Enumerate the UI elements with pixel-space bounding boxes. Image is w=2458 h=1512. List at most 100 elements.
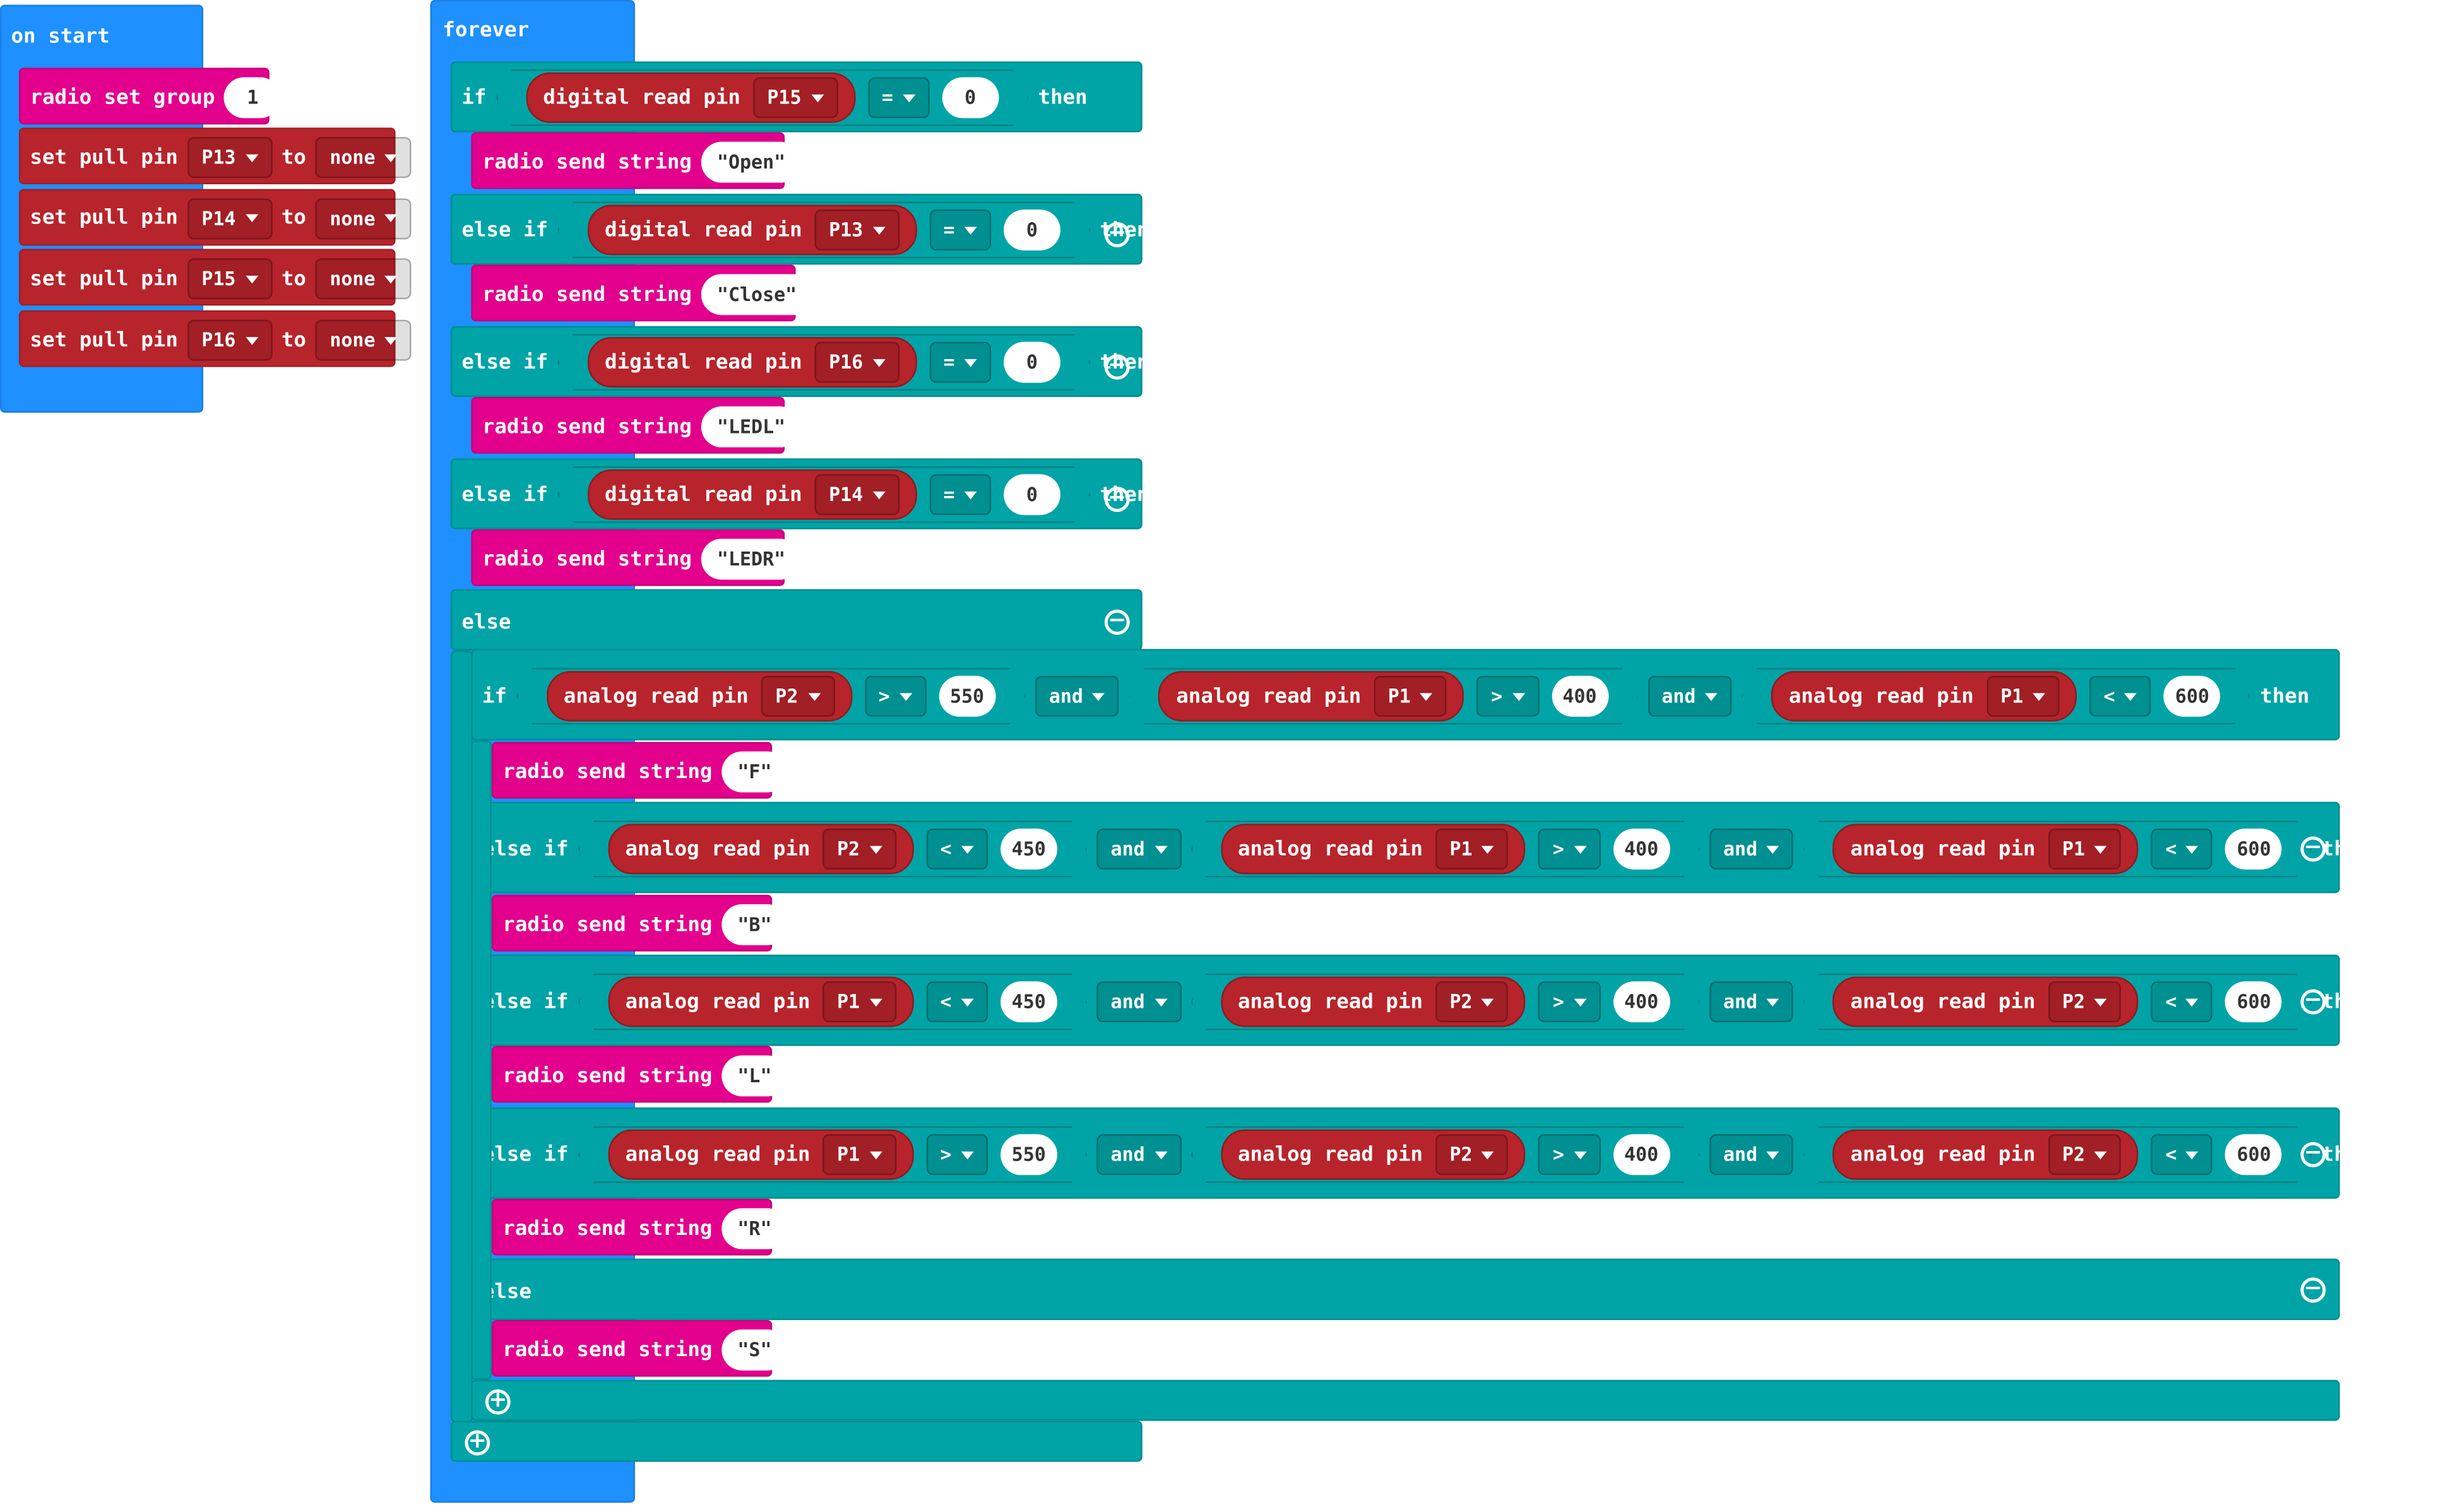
string-input[interactable]: "F" [721, 751, 788, 793]
pin-dropdown[interactable]: P2 [2048, 1134, 2121, 1175]
pin-dropdown[interactable]: P16 [815, 342, 899, 383]
read-pin-reporter[interactable]: analog read pin P1 [1771, 671, 2077, 721]
comparison-block[interactable]: analog read pin P2 <600 [1803, 1126, 2313, 1183]
else-if-header[interactable]: else if digital read pin P13 = 0 then − [450, 194, 1149, 265]
string-input[interactable]: "LEDR" [701, 538, 802, 580]
pin-dropdown[interactable]: P1 [823, 981, 896, 1022]
read-pin-reporter[interactable]: digital read pin P14 [588, 470, 917, 520]
comparison-block[interactable]: analog read pin P1 <600 [1803, 821, 2313, 878]
comparison-block[interactable]: digital read pin P15 = 0 [496, 69, 1028, 126]
comparison-block[interactable]: analog read pin P1 <600 [1742, 668, 2251, 724]
number-input[interactable]: 600 [2226, 1134, 2283, 1175]
inner-else-if-header[interactable]: else if analog read pin P1 <450 and analog re… [471, 954, 2371, 1046]
string-input[interactable]: "R" [721, 1208, 788, 1249]
remove-else-icon[interactable]: − [1104, 610, 1130, 635]
read-pin-reporter[interactable]: analog read pin P1 [1833, 824, 2139, 875]
read-pin-reporter[interactable]: digital read pin P16 [588, 337, 917, 387]
operator-dropdown[interactable]: < [2089, 676, 2151, 717]
number-input[interactable]: 0 [942, 77, 999, 118]
set-pull-pin-block[interactable]: set pull pin P16 to none [18, 310, 412, 367]
radio-send-string-block[interactable]: radio send string "LEDR" [471, 529, 802, 586]
number-input[interactable]: 600 [2226, 829, 2283, 870]
pin-dropdown[interactable]: P14 [815, 474, 899, 515]
comparison-block[interactable]: digital read pin P14 = 0 [557, 466, 1090, 523]
and-dropdown[interactable]: and [1709, 981, 1794, 1023]
radio-send-string-block[interactable]: radio send string "LEDL" [471, 397, 802, 454]
inner-if-footer[interactable]: + [471, 1379, 2340, 1421]
comparison-block[interactable]: analog read pin P2 >400 [1190, 974, 1700, 1031]
remove-branch-icon[interactable]: − [1104, 221, 1130, 247]
inner-if-rail[interactable] [471, 740, 492, 1380]
remove-else-icon[interactable]: − [2300, 1277, 2326, 1303]
comparison-block[interactable]: analog read pin P2 >400 [1190, 1126, 1700, 1183]
remove-branch-icon[interactable]: − [1104, 355, 1130, 380]
comparison-block[interactable]: analog read pin P1 <450 [578, 974, 1088, 1031]
else-if-header[interactable]: else if digital read pin P14 = 0 then − [450, 458, 1149, 529]
and-dropdown[interactable]: and [1096, 1134, 1182, 1176]
remove-branch-icon[interactable]: − [2300, 1142, 2326, 1167]
operator-dropdown[interactable]: = [867, 77, 929, 118]
and-dropdown[interactable]: and [1096, 829, 1182, 870]
pull-mode-dropdown[interactable]: none [315, 319, 412, 361]
read-pin-reporter[interactable]: analog read pin P1 [1221, 824, 1526, 875]
pull-mode-dropdown[interactable]: none [315, 259, 412, 300]
set-pull-pin-block[interactable]: set pull pin P15 to none [18, 249, 412, 307]
read-pin-reporter[interactable]: analog read pin P2 [608, 824, 913, 875]
number-input[interactable]: 550 [1000, 1134, 1057, 1175]
and-dropdown[interactable]: and [1096, 981, 1182, 1023]
string-input[interactable]: "LEDL" [701, 406, 802, 447]
operator-dropdown[interactable]: > [864, 676, 926, 717]
number-input[interactable]: 0 [1004, 210, 1060, 251]
remove-branch-icon[interactable]: − [2300, 836, 2326, 862]
number-input[interactable]: 0 [1004, 342, 1060, 383]
and-dropdown[interactable]: and [1709, 829, 1794, 870]
read-pin-reporter[interactable]: analog read pin P2 [1221, 977, 1526, 1027]
pin-dropdown[interactable]: P1 [1435, 829, 1509, 870]
pull-mode-dropdown[interactable]: none [315, 137, 412, 179]
pin-dropdown[interactable]: P2 [1435, 981, 1509, 1022]
operator-dropdown[interactable]: = [929, 474, 991, 515]
read-pin-reporter[interactable]: digital read pin P15 [526, 73, 855, 123]
radio-send-string-block[interactable]: radio send string "Close" [471, 264, 813, 322]
comparison-block[interactable]: analog read pin P1 >400 [1129, 668, 1638, 724]
if-rail[interactable] [450, 650, 473, 1423]
read-pin-reporter[interactable]: analog read pin P1 [608, 977, 913, 1027]
operator-dropdown[interactable]: > [1538, 1134, 1600, 1175]
number-input[interactable]: 600 [2164, 676, 2221, 717]
comparison-block[interactable]: analog read pin P1 >550 [578, 1126, 1088, 1183]
radio-set-group-block[interactable]: radio set group 1 [18, 68, 282, 125]
comparison-block[interactable]: digital read pin P16 = 0 [557, 334, 1090, 391]
operator-dropdown[interactable]: = [929, 342, 991, 383]
read-pin-reporter[interactable]: digital read pin P13 [588, 205, 917, 256]
number-input[interactable]: 400 [1613, 1134, 1670, 1175]
operator-dropdown[interactable]: = [929, 210, 991, 251]
remove-branch-icon[interactable]: − [2300, 989, 2326, 1015]
string-input[interactable]: "L" [721, 1055, 788, 1097]
radio-send-string-block[interactable]: radio send string "B" [491, 894, 788, 952]
add-branch-icon[interactable]: + [485, 1389, 511, 1415]
number-input[interactable]: 600 [2226, 981, 2283, 1022]
pin-dropdown[interactable]: P1 [823, 1134, 896, 1175]
pin-dropdown[interactable]: P2 [761, 676, 834, 717]
string-input[interactable]: "B" [721, 904, 788, 945]
comparison-block[interactable]: analog read pin P1 >400 [1190, 821, 1700, 878]
add-branch-icon[interactable]: + [465, 1430, 490, 1456]
operator-dropdown[interactable]: < [2151, 981, 2213, 1022]
remove-branch-icon[interactable]: − [1104, 487, 1130, 512]
pin-dropdown[interactable]: P1 [1986, 676, 2060, 717]
comparison-block[interactable]: analog read pin P2 <600 [1803, 974, 2313, 1031]
number-input[interactable]: 450 [1000, 981, 1057, 1022]
radio-send-string-block[interactable]: radio send string "F" [491, 741, 788, 799]
number-input[interactable]: 550 [939, 676, 995, 717]
operator-dropdown[interactable]: < [2151, 829, 2213, 870]
radio-send-string-block[interactable]: radio send string "S" [491, 1320, 788, 1377]
set-pull-pin-block[interactable]: set pull pin P14 to none [18, 188, 412, 245]
number-input[interactable]: 400 [1552, 676, 1608, 717]
pin-dropdown[interactable]: P15 [753, 77, 838, 118]
number-input[interactable]: 400 [1613, 981, 1670, 1022]
inner-if-header[interactable]: if analog read pin P2 >550 and analog read pi… [471, 649, 2340, 741]
number-input[interactable]: 0 [1004, 474, 1060, 515]
pin-dropdown[interactable]: P2 [1435, 1134, 1509, 1175]
pin-dropdown[interactable]: P1 [2048, 829, 2121, 870]
operator-dropdown[interactable]: > [1538, 829, 1600, 870]
